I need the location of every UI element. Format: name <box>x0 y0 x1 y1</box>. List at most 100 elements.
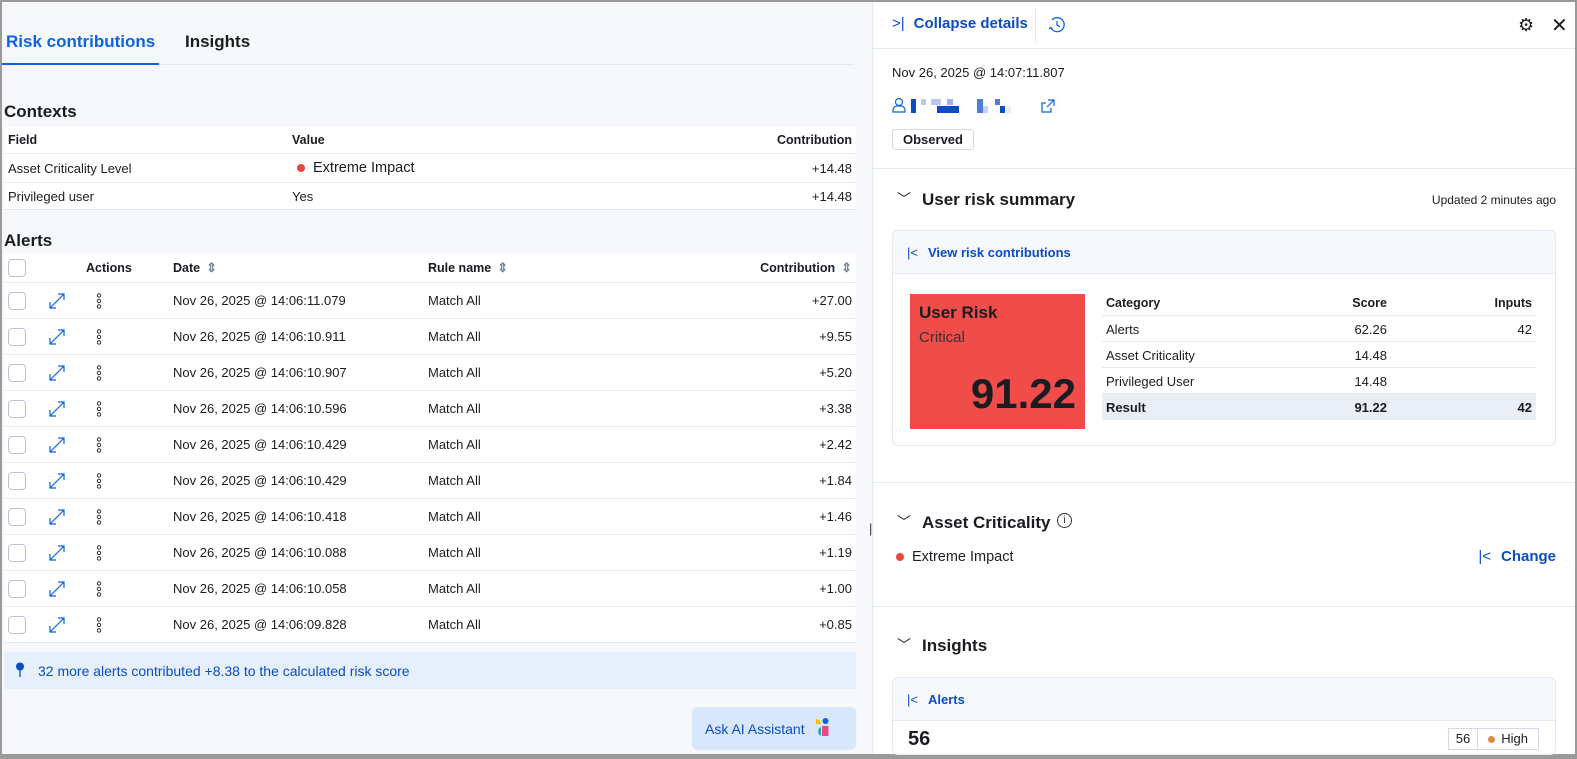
collapse-details-button[interactable]: >| Collapse details <box>892 15 1028 32</box>
severity-badge: 56 High <box>1447 728 1539 750</box>
expand-icon[interactable] <box>48 292 66 313</box>
more-actions-icon[interactable] <box>96 293 102 312</box>
expand-icon[interactable] <box>48 580 66 601</box>
more-actions-icon[interactable] <box>96 617 102 636</box>
alert-date: Nov 26, 2025 @ 14:06:11.079 <box>173 293 346 308</box>
column-header: Actions <box>86 261 132 275</box>
view-risk-contributions-link[interactable]: |< View risk contributions <box>893 231 1555 274</box>
column-header: Value <box>292 133 325 147</box>
expand-icon[interactable] <box>48 544 66 565</box>
row-checkbox[interactable] <box>8 435 26 454</box>
redacted-username-link[interactable] <box>911 99 1031 113</box>
row-checkbox[interactable] <box>8 471 26 490</box>
alert-contribution: +1.84 <box>819 473 852 488</box>
row-checkbox[interactable] <box>8 543 26 562</box>
sort-icon: ⇕ <box>497 260 509 275</box>
pin-icon <box>16 662 24 677</box>
row-checkbox[interactable] <box>8 291 26 310</box>
table-row: Nov 26, 2025 @ 14:06:09.828 Match All +0… <box>4 607 856 643</box>
callout-text: 32 more alerts contributed +8.38 to the … <box>38 662 410 679</box>
asset-criticality-title[interactable]: Asset Criticality <box>922 513 1051 532</box>
alert-contribution: +0.85 <box>819 617 852 632</box>
alert-contribution: +2.42 <box>819 437 852 452</box>
expand-icon[interactable] <box>48 328 66 349</box>
alert-date: Nov 26, 2025 @ 14:06:10.596 <box>173 401 347 416</box>
risk-contributions-panel: Risk contributions Insights Contexts Fie… <box>1 2 872 754</box>
alert-rule-name: Match All <box>428 545 481 560</box>
external-link-icon[interactable] <box>1041 99 1055 118</box>
chevron-down-icon[interactable]: ﹀ <box>897 191 911 207</box>
gear-icon[interactable]: ⚙ <box>1518 15 1535 35</box>
chevron-down-icon[interactable]: ﹀ <box>897 514 911 530</box>
column-header: Field <box>8 133 38 147</box>
expand-left-icon: |< <box>1478 548 1491 565</box>
alert-contribution: +1.19 <box>819 545 852 560</box>
close-icon[interactable]: ✕ <box>1551 15 1568 37</box>
expand-icon[interactable] <box>48 436 66 457</box>
more-actions-icon[interactable] <box>96 509 102 528</box>
expand-left-icon: |< <box>907 244 918 260</box>
alerts-link[interactable]: |< Alerts <box>893 678 1555 721</box>
tab-insights[interactable]: Insights <box>185 32 251 51</box>
button-label: Collapse details <box>913 15 1028 32</box>
link-label: Alerts <box>927 691 965 707</box>
sort-contribution[interactable]: Contribution ⇕ <box>760 260 852 276</box>
select-all-checkbox[interactable] <box>8 259 26 277</box>
alert-date: Nov 26, 2025 @ 14:06:10.429 <box>173 473 347 488</box>
updated-text: Updated 2 minutes ago <box>1431 193 1556 207</box>
expand-icon[interactable] <box>48 400 66 421</box>
more-actions-icon[interactable] <box>96 401 102 420</box>
more-actions-icon[interactable] <box>96 437 102 456</box>
user-risk-summary-title[interactable]: User risk summary <box>922 190 1076 209</box>
change-criticality-button[interactable]: |< Change <box>1478 548 1556 565</box>
severity-count: 56 <box>1449 729 1479 749</box>
row-checkbox[interactable] <box>8 399 26 418</box>
expand-icon[interactable] <box>48 616 66 637</box>
insights-alerts-card: |< Alerts 56 56 High <box>892 677 1556 755</box>
insights-title[interactable]: Insights <box>922 636 988 655</box>
alert-date: Nov 26, 2025 @ 14:06:10.088 <box>173 545 347 560</box>
alert-contribution: +9.55 <box>819 329 852 344</box>
value: Yes <box>292 188 314 204</box>
expand-icon[interactable] <box>48 364 66 385</box>
alert-rule-name: Match All <box>428 293 481 308</box>
expand-icon[interactable] <box>48 508 66 529</box>
row-checkbox[interactable] <box>8 507 26 526</box>
row-checkbox[interactable] <box>8 363 26 382</box>
alert-rule-name: Match All <box>428 401 481 416</box>
contexts-title: Contexts <box>4 102 77 121</box>
ask-ai-assistant-button[interactable]: Ask AI Assistant <box>692 707 856 750</box>
expand-icon[interactable] <box>48 472 66 493</box>
tab-risk-contributions[interactable]: Risk contributions <box>1 32 160 65</box>
alert-rule-name: Match All <box>428 437 481 452</box>
row-checkbox[interactable] <box>8 615 26 634</box>
chevron-down-icon[interactable]: ﹀ <box>897 637 911 653</box>
criticality-dot-icon <box>896 553 904 562</box>
sort-rule-name[interactable]: Rule name ⇕ <box>428 260 508 276</box>
sort-date[interactable]: Date ⇕ <box>173 260 217 276</box>
observed-badge: Observed <box>892 129 974 150</box>
more-actions-icon[interactable] <box>96 545 102 564</box>
table-row: Asset Criticality 14.48 <box>1102 342 1536 368</box>
row-checkbox[interactable] <box>8 579 26 598</box>
alert-date: Nov 26, 2025 @ 14:06:10.429 <box>173 437 347 452</box>
alert-date: Nov 26, 2025 @ 14:06:10.907 <box>173 365 347 380</box>
more-actions-icon[interactable] <box>96 329 102 348</box>
column-header: Score <box>1352 296 1387 310</box>
table-row: Nov 26, 2025 @ 14:06:11.079 Match All +2… <box>4 283 856 319</box>
table-row: Privileged user Yes +14.48 <box>4 183 856 210</box>
alert-rule-name: Match All <box>428 581 481 596</box>
alert-rule-name: Match All <box>428 329 481 344</box>
asset-criticality-value: Extreme Impact <box>912 549 1014 565</box>
contribution: +14.48 <box>811 160 852 176</box>
more-actions-icon[interactable] <box>96 473 102 492</box>
info-icon[interactable]: i <box>1057 513 1072 528</box>
alerts-table: Actions Date ⇕ Rule name ⇕ Contribution ⇕ N… <box>4 254 856 643</box>
more-actions-icon[interactable] <box>96 581 102 600</box>
more-actions-icon[interactable] <box>96 365 102 384</box>
table-row: Nov 26, 2025 @ 14:06:10.429 Match All +2… <box>4 427 856 463</box>
table-row: Asset Criticality Level Extreme Impact +… <box>4 154 856 183</box>
history-icon[interactable] <box>1048 16 1066 39</box>
row-checkbox[interactable] <box>8 327 26 346</box>
table-row: Privileged User 14.48 <box>1102 368 1536 394</box>
